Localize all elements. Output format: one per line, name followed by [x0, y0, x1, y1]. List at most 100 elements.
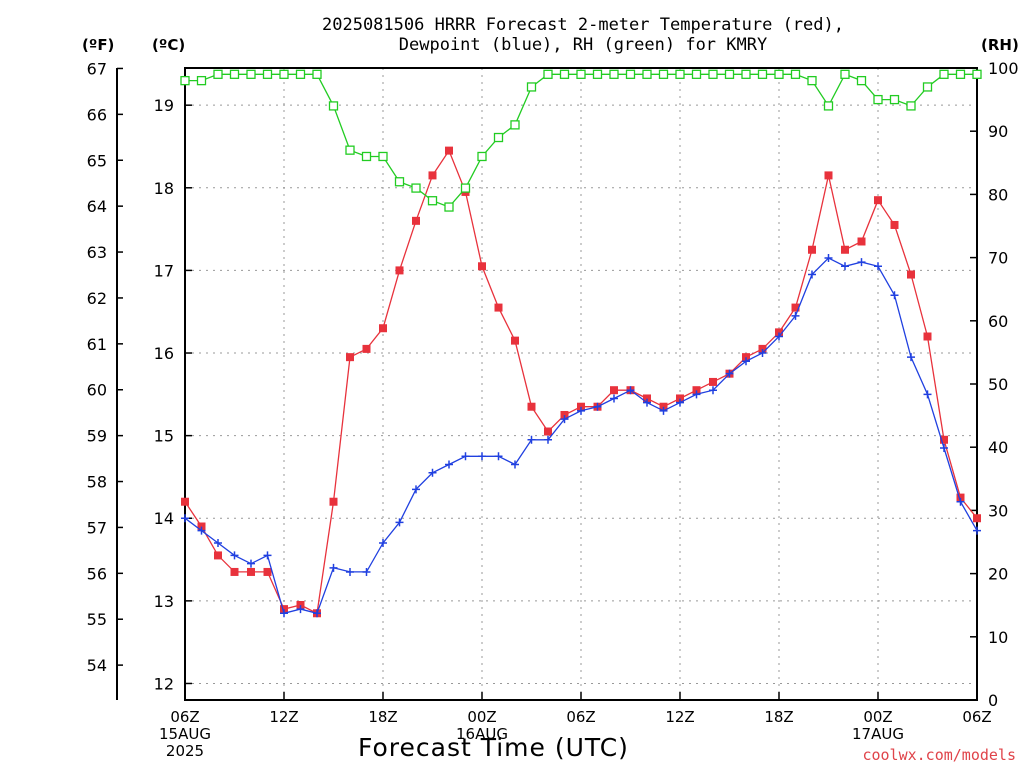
- dewpoint-point: [461, 452, 470, 461]
- temperature-point: [329, 497, 338, 506]
- rh-point: [361, 151, 372, 162]
- temperature-point: [544, 427, 552, 436]
- temperature-point: [527, 402, 536, 411]
- temperature-point: [379, 324, 387, 333]
- x-tick-label: 00Z: [863, 708, 892, 726]
- fahrenheit-tick-label: 59: [87, 427, 107, 446]
- temperature-point: [346, 353, 354, 362]
- x-tick-label: 16AUG: [456, 725, 508, 743]
- rh-point: [724, 69, 735, 79]
- dewpoint-point: [560, 415, 569, 424]
- rh-point: [658, 69, 669, 79]
- rh-point: [592, 69, 603, 79]
- x-tick-label: 06Z: [170, 708, 199, 726]
- celsius-tick-label: 13: [154, 592, 174, 611]
- dewpoint-point: [857, 258, 866, 267]
- rh-point: [972, 69, 982, 79]
- rh-tick-label: 60: [988, 312, 1008, 331]
- dewpoint-point: [659, 406, 668, 415]
- dewpoint-point: [824, 254, 833, 263]
- dewpoint-point: [643, 398, 651, 407]
- dewpoint-point: [527, 435, 536, 444]
- temperature-point: [280, 605, 288, 614]
- temperature-point: [841, 245, 849, 254]
- temperature-point: [659, 402, 668, 411]
- dewpoint-point: [329, 563, 338, 572]
- rh-tick-label: 0: [988, 691, 998, 710]
- rh-point: [543, 69, 553, 79]
- chart-title-line2: Dewpoint (blue), RH (green) for KMRY: [398, 35, 768, 55]
- rh-point: [873, 94, 883, 105]
- fahrenheit-tick-label: 67: [87, 59, 107, 78]
- dewpoint-point: [362, 567, 371, 576]
- temperature-point: [808, 245, 816, 254]
- temperature-point: [445, 146, 453, 155]
- chart-title-line1: 2025081506 HRRR Forecast 2-meter Tempera…: [322, 15, 844, 35]
- temperature-point: [940, 435, 948, 444]
- x-tick-label: 15AUG: [159, 725, 211, 743]
- temperature-point: [709, 377, 717, 386]
- rh-point: [312, 69, 322, 79]
- temperature-point: [791, 303, 800, 312]
- celsius-unit-label: (ºC): [152, 36, 186, 54]
- temperature-point: [197, 522, 206, 531]
- fahrenheit-tick-label: 63: [87, 243, 107, 262]
- temperature-point: [181, 497, 189, 506]
- rh-tick-label: 80: [988, 185, 1008, 204]
- dewpoint-point: [577, 406, 585, 415]
- temperature-point: [230, 567, 239, 576]
- temperature-point: [676, 394, 684, 403]
- temperature-point: [973, 514, 981, 523]
- dewpoint-point: [940, 444, 948, 453]
- fahrenheit-tick-label: 58: [87, 473, 107, 492]
- fahrenheit-tick-label: 62: [87, 289, 107, 308]
- rh-point: [493, 132, 504, 143]
- dewpoint-point: [247, 559, 255, 568]
- x-axis-title: Forecast Time (UTC): [358, 733, 629, 762]
- rh-point: [196, 75, 207, 86]
- fahrenheit-tick-label: 61: [87, 335, 107, 354]
- dewpoint-point: [395, 518, 404, 527]
- rh-point: [955, 69, 966, 79]
- dewpoint-point: [280, 609, 288, 618]
- temperature-point: [643, 394, 651, 403]
- rh-point: [609, 69, 619, 79]
- temperature-point: [511, 336, 519, 345]
- fahrenheit-tick-label: 60: [87, 381, 107, 400]
- dewpoint-point: [956, 497, 965, 506]
- rh-tick-label: 100: [988, 59, 1019, 78]
- temperature-point: [692, 386, 701, 395]
- temperature-line: [184, 149, 978, 615]
- rh-point: [427, 196, 438, 206]
- temperature-point: [362, 344, 371, 353]
- fahrenheit-tick-label: 64: [87, 197, 107, 216]
- rh-point: [378, 151, 388, 162]
- dewpoint-point: [494, 452, 503, 461]
- rh-point: [246, 69, 256, 79]
- rh-tick-label: 30: [988, 501, 1008, 520]
- dewpoint-point: [841, 262, 849, 271]
- rh-point: [180, 75, 190, 86]
- rh-tick-label: 90: [988, 122, 1008, 141]
- temperature-point: [412, 216, 420, 225]
- temperature-point: [560, 410, 569, 419]
- rh-point: [279, 69, 289, 79]
- dewpoint-point: [544, 435, 552, 444]
- dewpoint-point: [263, 551, 272, 560]
- dewpoint-point: [214, 539, 222, 548]
- x-tick-label: 06Z: [962, 708, 991, 726]
- fahrenheit-tick-label: 66: [87, 105, 107, 124]
- rh-point: [460, 183, 471, 193]
- x-tick-label: 18Z: [368, 708, 397, 726]
- dewpoint-point: [412, 485, 420, 494]
- rh-point: [444, 202, 454, 212]
- x-tick-label: 2025: [166, 742, 204, 760]
- rh-point: [906, 101, 916, 111]
- dewpoint-point: [593, 402, 602, 411]
- dewpoint-point: [775, 332, 783, 341]
- fahrenheit-tick-label: 57: [87, 518, 107, 537]
- celsius-tick-label: 12: [154, 674, 174, 693]
- temperature-point: [857, 237, 866, 246]
- rh-point: [411, 183, 421, 193]
- dewpoint-point: [874, 262, 882, 271]
